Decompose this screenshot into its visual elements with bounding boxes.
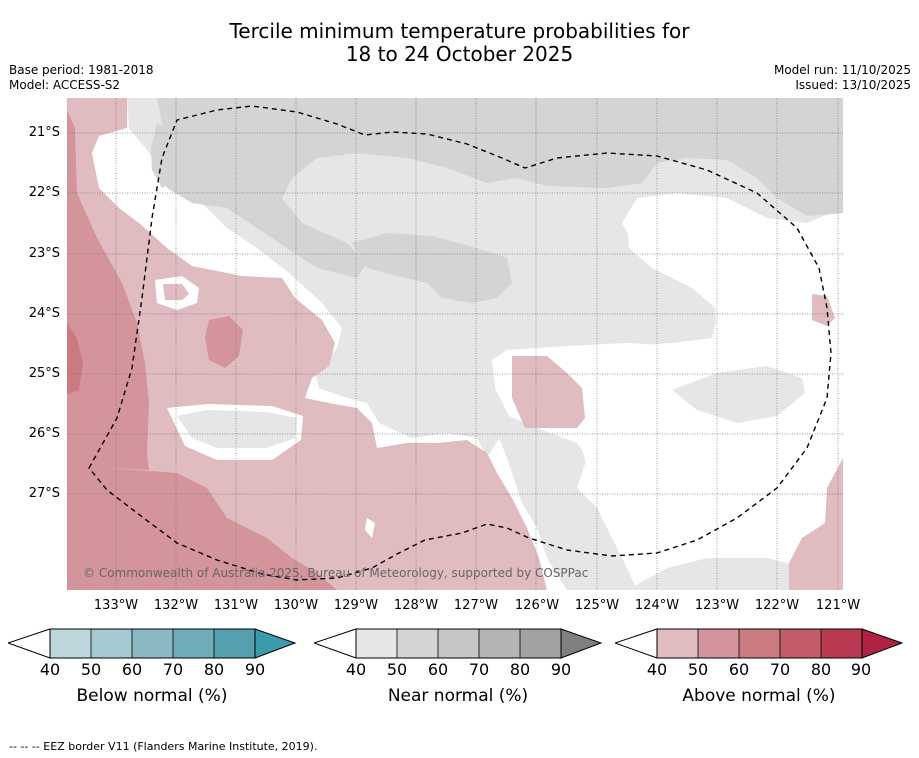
above-tick-80: 80 <box>810 660 832 679</box>
colorbar-near-swatch-4 <box>520 629 561 658</box>
lon-label-123: 123°W <box>694 598 740 613</box>
near-tick-70: 70 <box>468 660 490 679</box>
lon-label-128: 128°W <box>393 598 439 613</box>
lon-label-132: 132°W <box>153 598 199 613</box>
lat-label-24: 24°S <box>28 306 60 321</box>
eez-footnote: -- -- -- EEZ border V11 (Flanders Marine… <box>9 740 318 753</box>
colorbar-near-normal <box>314 628 603 659</box>
above-normal-40-east-edge <box>812 294 835 326</box>
model-name: Model: ACCESS-S2 <box>9 78 121 92</box>
colorbar-above-swatch-1 <box>698 629 739 658</box>
near-normal-50-north <box>157 98 843 278</box>
map-canvas[interactable]: © Commonwealth of Australia 2025, Bureau… <box>67 98 843 590</box>
lat-label-23: 23°S <box>28 246 60 261</box>
near-normal-40-east-b <box>672 366 805 423</box>
eez-border <box>88 105 832 581</box>
colorbar-below-max-arrow <box>254 628 297 659</box>
colorbar-below-normal <box>8 628 297 659</box>
lon-label-127: 127°W <box>453 598 499 613</box>
above-tick-40: 40 <box>646 660 668 679</box>
colorbar-above-max-arrow <box>861 628 904 659</box>
below-normal-title: Below normal (%) <box>76 686 228 706</box>
lat-gridlines <box>67 132 843 495</box>
lon-label-126: 126°W <box>514 598 560 613</box>
colorbar-below-min-arrow <box>8 628 51 659</box>
white-channel-south <box>365 518 375 538</box>
near-normal-40-lower <box>507 458 637 590</box>
lat-label-22: 22°S <box>28 185 60 200</box>
lon-label-124: 124°W <box>634 598 680 613</box>
below-tick-50: 50 <box>80 660 102 679</box>
colorbar-below-swatch-4 <box>214 629 255 658</box>
white-east-region <box>537 208 843 558</box>
lon-gridlines <box>115 98 839 590</box>
above-tick-60: 60 <box>728 660 750 679</box>
above-normal-40-se <box>789 458 843 590</box>
model-run: Model run: 11/10/2025 <box>773 63 911 77</box>
below-tick-80: 80 <box>203 660 225 679</box>
colorbar-above-normal <box>615 628 904 659</box>
colorbar-below-swatch-1 <box>91 629 132 658</box>
colorbar-below-swatch-3 <box>173 629 214 658</box>
lon-label-125: 125°W <box>574 598 620 613</box>
above-normal-50-sw <box>67 463 337 590</box>
below-tick-90: 90 <box>244 660 266 679</box>
lat-label-25: 25°S <box>28 366 60 381</box>
lon-label-129: 129°W <box>333 598 379 613</box>
issued-date: Issued: 13/10/2025 <box>795 78 911 92</box>
above-normal-50-blob <box>205 316 243 368</box>
lon-label-130: 130°W <box>273 598 319 613</box>
colorbar-near-swatch-2 <box>438 629 479 658</box>
lon-label-133: 133°W <box>93 598 139 613</box>
near-tick-80: 80 <box>509 660 531 679</box>
lon-label-122: 122°W <box>754 598 800 613</box>
colorbar-above-swatch-0 <box>657 629 698 658</box>
near-tick-40: 40 <box>345 660 367 679</box>
lat-label-21: 21°S <box>28 125 60 140</box>
map-title-line-2: 18 to 24 October 2025 <box>345 42 574 66</box>
colorbar-above-swatch-2 <box>739 629 780 658</box>
colorbar-near-swatch-0 <box>356 629 397 658</box>
near-normal-40-ring-b <box>177 410 297 448</box>
colorbar-near-min-arrow <box>314 628 357 659</box>
above-normal-40-west <box>67 98 547 590</box>
below-tick-60: 60 <box>121 660 143 679</box>
lon-label-121: 121°W <box>815 598 861 613</box>
above-normal-50-west <box>67 110 149 470</box>
map-title-line-1: Tercile minimum temperature probabilitie… <box>229 19 690 43</box>
copyright-text: © Commonwealth of Australia 2025, Bureau… <box>83 566 588 580</box>
lat-label-26: 26°S <box>28 426 60 441</box>
base-period: Base period: 1981-2018 <box>9 63 154 77</box>
near-tick-60: 60 <box>427 660 449 679</box>
colorbar-near-max-arrow <box>560 628 603 659</box>
meta-right: Model run: 11/10/2025 Issued: 13/10/2025 <box>774 63 911 93</box>
above-tick-50: 50 <box>687 660 709 679</box>
meta-left: Base period: 1981-2018 Model: ACCESS-S2 <box>9 63 154 93</box>
lon-label-131: 131°W <box>213 598 259 613</box>
colorbar-below-swatch-0 <box>50 629 91 658</box>
below-tick-40: 40 <box>39 660 61 679</box>
colorbar-above-swatch-4 <box>821 629 862 658</box>
colorbar-below-swatch-2 <box>132 629 173 658</box>
colorbar-above-swatch-3 <box>780 629 821 658</box>
above-tick-90: 90 <box>850 660 872 679</box>
colorbar-above-min-arrow <box>615 628 658 659</box>
colorbar-near-swatch-1 <box>397 629 438 658</box>
map-panel[interactable]: © Commonwealth of Australia 2025, Bureau… <box>67 98 843 590</box>
near-tick-50: 50 <box>386 660 408 679</box>
below-tick-70: 70 <box>162 660 184 679</box>
above-tick-70: 70 <box>769 660 791 679</box>
near-tick-90: 90 <box>550 660 572 679</box>
near-normal-50-central <box>352 233 512 303</box>
above-normal-40-loop <box>163 284 189 300</box>
above-normal-title: Above normal (%) <box>682 686 836 706</box>
lat-label-27: 27°S <box>28 486 60 501</box>
above-normal-60-edge <box>67 323 83 394</box>
near-normal-title: Near normal (%) <box>387 686 529 706</box>
colorbar-near-swatch-3 <box>479 629 520 658</box>
